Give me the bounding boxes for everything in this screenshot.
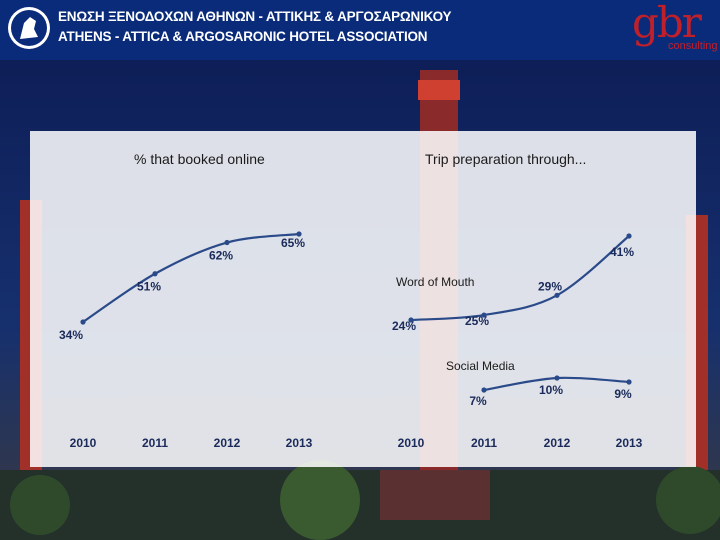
x-tick-label: 2010 xyxy=(70,436,97,450)
data-point xyxy=(408,317,414,323)
association-name-greek: ΕΝΩΣΗ ΞΕΝΟΔΟΧΩΝ ΑΘΗΝΩΝ - ΑΤΤΙΚΗΣ & ΑΡΓΟΣ… xyxy=(58,9,452,24)
x-tick-label: 2011 xyxy=(471,436,497,450)
gbr-logo: gbr consulting xyxy=(622,0,718,56)
x-tick-label: 2013 xyxy=(616,436,643,450)
data-label: 10% xyxy=(539,383,563,397)
data-label: 9% xyxy=(614,387,632,401)
data-label: 41% xyxy=(610,245,634,259)
data-point xyxy=(626,379,632,385)
x-tick-label: 2012 xyxy=(544,436,571,450)
series-line xyxy=(410,235,630,322)
data-label: 25% xyxy=(465,314,489,328)
x-tick-label: 2010 xyxy=(398,436,425,450)
data-label: 7% xyxy=(469,394,487,408)
header-bar: ΕΝΩΣΗ ΞΕΝΟΔΟΧΩΝ ΑΘΗΝΩΝ - ΑΤΤΙΚΗΣ & ΑΡΓΟΣ… xyxy=(0,0,720,60)
series-line xyxy=(82,232,300,323)
series-annotation-social-media: Social Media xyxy=(446,359,515,373)
association-logo xyxy=(8,7,50,49)
data-label: 51% xyxy=(137,280,161,294)
series-annotation-word-of-mouth: Word of Mouth xyxy=(396,275,475,289)
data-label: 34% xyxy=(59,328,83,342)
gbr-logo-text: gbr xyxy=(632,0,702,47)
data-point xyxy=(224,239,230,246)
data-label: 29% xyxy=(538,279,562,293)
x-tick-label: 2012 xyxy=(214,436,241,450)
data-point xyxy=(554,292,560,298)
data-label: 62% xyxy=(209,249,233,263)
chart-title-booked-online: % that booked online xyxy=(134,151,265,167)
data-point xyxy=(296,231,302,237)
data-label: 24% xyxy=(392,319,416,333)
data-label: 65% xyxy=(281,236,305,250)
data-point xyxy=(481,312,487,318)
data-point xyxy=(152,271,158,277)
x-tick-label: 2011 xyxy=(142,436,168,450)
chart-panel xyxy=(30,131,696,467)
data-point xyxy=(80,319,86,325)
data-point xyxy=(554,375,560,381)
data-point xyxy=(481,387,487,393)
x-tick-label: 2013 xyxy=(286,436,313,450)
gbr-logo-subtitle: consulting xyxy=(668,40,718,52)
association-name-english: ATHENS - ATTICA & ARGOSARONIC HOTEL ASSO… xyxy=(58,29,428,44)
chart-title-trip-preparation: Trip preparation through... xyxy=(425,151,587,167)
data-point xyxy=(626,233,632,239)
